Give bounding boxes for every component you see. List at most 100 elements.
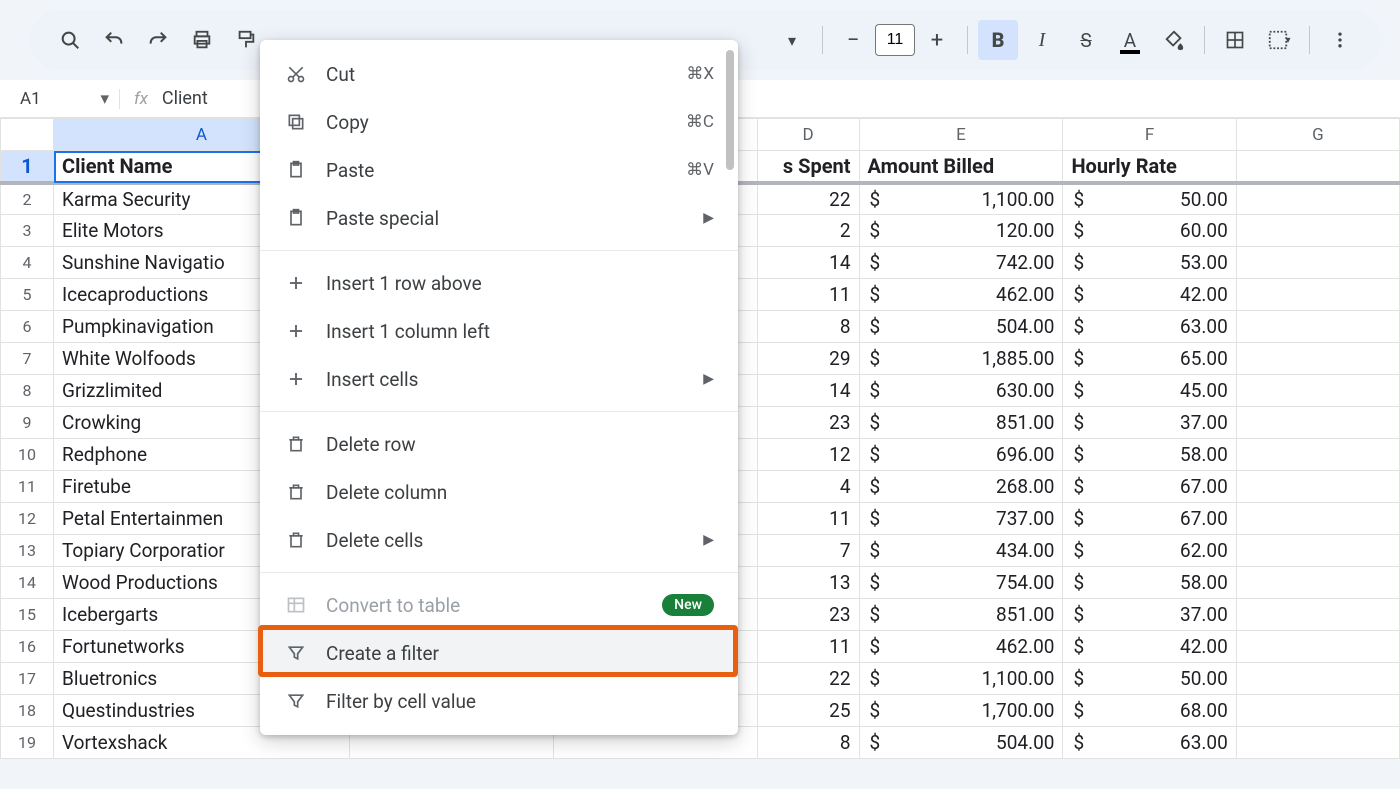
cell[interactable] — [1236, 727, 1399, 759]
cell-spent[interactable]: 29 — [757, 343, 859, 375]
cell-spent[interactable]: 14 — [757, 375, 859, 407]
column-header-E[interactable]: E — [859, 119, 1063, 151]
select-all-corner[interactable] — [1, 119, 54, 151]
italic-button[interactable]: I — [1022, 20, 1062, 60]
row-header[interactable]: 8 — [1, 375, 54, 407]
menu-convert-to-table[interactable]: Convert to table New — [260, 581, 738, 629]
text-color-button[interactable]: A — [1110, 20, 1150, 60]
cell-rate[interactable]: $67.00 — [1063, 471, 1236, 503]
menu-cut[interactable]: Cut ⌘X — [260, 50, 738, 98]
cell[interactable] — [1236, 247, 1399, 279]
cell[interactable] — [1236, 183, 1399, 215]
cell-rate[interactable]: $42.00 — [1063, 279, 1236, 311]
cell-billed[interactable]: $1,885.00 — [859, 343, 1063, 375]
cell-billed[interactable]: $1,100.00 — [859, 663, 1063, 695]
cell-spent[interactable]: 22 — [757, 183, 859, 215]
menu-delete-row[interactable]: Delete row — [260, 420, 738, 468]
menu-insert-row-above[interactable]: Insert 1 row above — [260, 259, 738, 307]
cell-rate[interactable]: $37.00 — [1063, 599, 1236, 631]
cell-spent[interactable]: 7 — [757, 535, 859, 567]
cell-billed[interactable]: $737.00 — [859, 503, 1063, 535]
row-header[interactable]: 13 — [1, 535, 54, 567]
cell-spent[interactable]: 8 — [757, 727, 859, 759]
menu-insert-col-left[interactable]: Insert 1 column left — [260, 307, 738, 355]
strikethrough-button[interactable]: S — [1066, 20, 1106, 60]
cell[interactable] — [1236, 311, 1399, 343]
cell[interactable] — [1236, 535, 1399, 567]
column-header-G[interactable]: G — [1236, 119, 1399, 151]
cell[interactable] — [1236, 439, 1399, 471]
cell-rate[interactable]: $67.00 — [1063, 503, 1236, 535]
cell-rate[interactable]: $37.00 — [1063, 407, 1236, 439]
row-header[interactable]: 18 — [1, 695, 54, 727]
cell-spent[interactable]: 8 — [757, 311, 859, 343]
cell-rate[interactable]: $58.00 — [1063, 567, 1236, 599]
row-header[interactable]: 6 — [1, 311, 54, 343]
cell-rate[interactable]: $53.00 — [1063, 247, 1236, 279]
font-size-input[interactable] — [875, 24, 915, 56]
cell-billed[interactable]: $630.00 — [859, 375, 1063, 407]
cell-spent[interactable]: 23 — [757, 599, 859, 631]
row-header[interactable]: 10 — [1, 439, 54, 471]
cell-billed[interactable]: $1,100.00 — [859, 183, 1063, 215]
cell-rate[interactable]: $45.00 — [1063, 375, 1236, 407]
merge-cells-button[interactable]: ▾ — [1259, 20, 1299, 60]
menu-filter-by-value[interactable]: Filter by cell value — [260, 677, 738, 725]
cell-spent[interactable]: 23 — [757, 407, 859, 439]
cell-spent[interactable]: 2 — [757, 215, 859, 247]
menu-insert-cells[interactable]: Insert cells ▶ — [260, 355, 738, 403]
cell-rate[interactable]: $60.00 — [1063, 215, 1236, 247]
cell-billed[interactable]: $742.00 — [859, 247, 1063, 279]
cell-spent[interactable]: 4 — [757, 471, 859, 503]
cell-spent[interactable]: 14 — [757, 247, 859, 279]
cell-spent[interactable]: 11 — [757, 631, 859, 663]
cell-billed[interactable]: $462.00 — [859, 279, 1063, 311]
cell-billed[interactable]: $851.00 — [859, 599, 1063, 631]
cell-billed[interactable]: $434.00 — [859, 535, 1063, 567]
cell-spent[interactable]: 22 — [757, 663, 859, 695]
cell[interactable] — [1236, 695, 1399, 727]
cell[interactable] — [1236, 343, 1399, 375]
cell-D1[interactable]: s Spent — [757, 151, 859, 183]
undo-icon[interactable] — [94, 20, 134, 60]
row-header[interactable]: 5 — [1, 279, 54, 311]
row-header[interactable]: 7 — [1, 343, 54, 375]
cell-billed[interactable]: $462.00 — [859, 631, 1063, 663]
cell-rate[interactable]: $63.00 — [1063, 727, 1236, 759]
cell-rate[interactable]: $62.00 — [1063, 535, 1236, 567]
fill-color-button[interactable] — [1154, 20, 1194, 60]
increase-font-icon[interactable]: + — [917, 20, 957, 60]
cell[interactable] — [1236, 215, 1399, 247]
column-header-D[interactable]: D — [757, 119, 859, 151]
row-header[interactable]: 12 — [1, 503, 54, 535]
row-header-1[interactable]: 1 — [1, 151, 54, 183]
row-header[interactable]: 11 — [1, 471, 54, 503]
redo-icon[interactable] — [138, 20, 178, 60]
bold-button[interactable]: B — [978, 20, 1018, 60]
cell-billed[interactable]: $1,700.00 — [859, 695, 1063, 727]
cell[interactable] — [1236, 375, 1399, 407]
row-header[interactable]: 3 — [1, 215, 54, 247]
cell[interactable] — [1236, 503, 1399, 535]
cell-rate[interactable]: $63.00 — [1063, 311, 1236, 343]
cell[interactable] — [1236, 631, 1399, 663]
cell-billed[interactable]: $504.00 — [859, 311, 1063, 343]
menu-paste-special[interactable]: Paste special ▶ — [260, 194, 738, 242]
cell-rate[interactable]: $42.00 — [1063, 631, 1236, 663]
search-icon[interactable] — [50, 20, 90, 60]
cell-billed[interactable]: $504.00 — [859, 727, 1063, 759]
cell-E1[interactable]: Amount Billed — [859, 151, 1063, 183]
cell[interactable] — [1236, 599, 1399, 631]
cell[interactable] — [1236, 471, 1399, 503]
row-header[interactable]: 9 — [1, 407, 54, 439]
cell[interactable] — [1236, 663, 1399, 695]
cell-rate[interactable]: $50.00 — [1063, 663, 1236, 695]
column-header-F[interactable]: F — [1063, 119, 1236, 151]
menu-create-filter[interactable]: Create a filter — [260, 629, 738, 677]
row-header[interactable]: 19 — [1, 727, 54, 759]
row-header[interactable]: 15 — [1, 599, 54, 631]
cell-spent[interactable]: 12 — [757, 439, 859, 471]
dropdown-icon[interactable]: ▾ — [772, 20, 812, 60]
cell-spent[interactable]: 13 — [757, 567, 859, 599]
print-icon[interactable] — [182, 20, 222, 60]
